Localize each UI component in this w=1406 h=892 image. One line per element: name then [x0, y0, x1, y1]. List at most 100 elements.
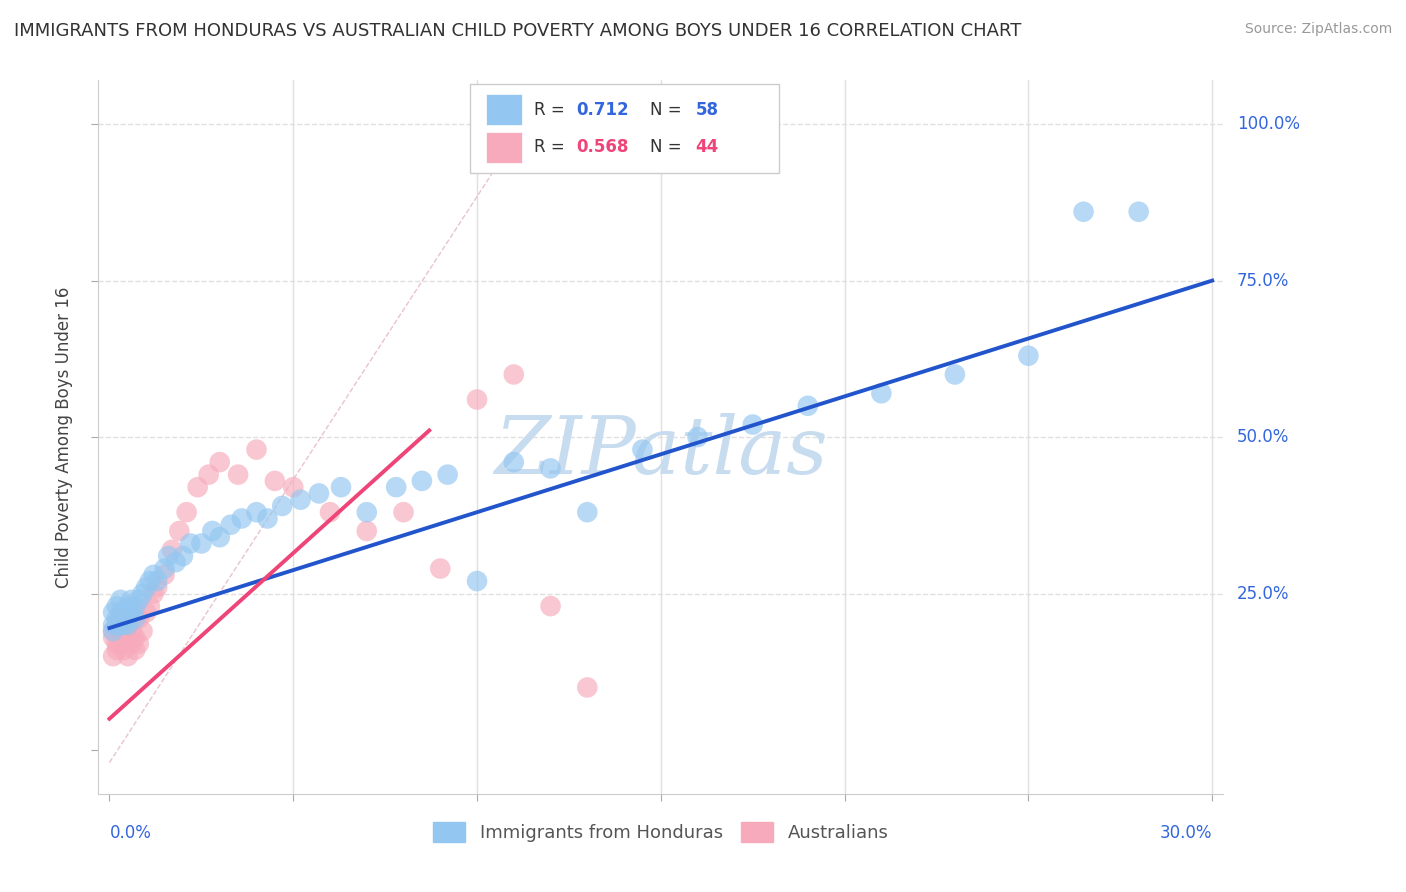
Point: [117, 612, 139, 626]
Text: N =: N =: [650, 138, 686, 156]
Point: [385, 480, 408, 494]
Point: [139, 599, 162, 613]
Point: [142, 586, 165, 600]
Point: [208, 530, 231, 544]
Point: [256, 511, 278, 525]
Point: [124, 643, 146, 657]
Legend: Immigrants from Honduras, Australians: Immigrants from Honduras, Australians: [426, 814, 896, 849]
Point: [110, 624, 132, 639]
Point: [117, 649, 139, 664]
Point: [101, 649, 124, 664]
Point: [686, 430, 709, 444]
Point: [870, 386, 893, 401]
Y-axis label: Child Poverty Among Boys Under 16: Child Poverty Among Boys Under 16: [55, 286, 73, 588]
Point: [135, 605, 157, 619]
Point: [631, 442, 654, 457]
Point: [1073, 204, 1095, 219]
Point: [124, 599, 146, 613]
Point: [110, 618, 132, 632]
Text: Source: ZipAtlas.com: Source: ZipAtlas.com: [1244, 22, 1392, 37]
Point: [153, 561, 176, 575]
Point: [112, 605, 135, 619]
Point: [179, 536, 201, 550]
Point: [117, 631, 139, 645]
Point: [176, 505, 198, 519]
Point: [201, 524, 224, 538]
Point: [797, 399, 820, 413]
Point: [308, 486, 330, 500]
Point: [465, 574, 488, 588]
Point: [117, 618, 139, 632]
Text: 25.0%: 25.0%: [1237, 584, 1289, 603]
Point: [135, 580, 157, 594]
Point: [330, 480, 353, 494]
Point: [271, 499, 294, 513]
Point: [576, 505, 599, 519]
Text: R =: R =: [534, 138, 569, 156]
Point: [160, 542, 183, 557]
Point: [105, 599, 128, 613]
Point: [112, 631, 135, 645]
Bar: [486, 94, 523, 125]
Point: [540, 599, 562, 613]
Point: [169, 524, 191, 538]
Text: N =: N =: [650, 101, 686, 119]
Point: [197, 467, 219, 482]
Point: [190, 536, 212, 550]
Point: [741, 417, 763, 432]
Point: [576, 681, 599, 695]
Point: [1017, 349, 1039, 363]
Point: [172, 549, 194, 563]
Point: [165, 555, 187, 569]
Point: [105, 618, 128, 632]
Point: [429, 561, 451, 575]
Text: 0.712: 0.712: [576, 101, 628, 119]
Point: [465, 392, 488, 407]
Point: [502, 368, 524, 382]
Point: [263, 474, 285, 488]
Text: 44: 44: [696, 138, 718, 156]
Point: [124, 612, 146, 626]
Point: [146, 580, 169, 594]
Text: 100.0%: 100.0%: [1237, 115, 1301, 133]
Point: [411, 474, 433, 488]
Point: [187, 480, 209, 494]
Point: [128, 612, 150, 626]
Point: [131, 586, 153, 600]
Point: [101, 618, 124, 632]
Point: [131, 624, 153, 639]
Point: [139, 574, 162, 588]
Point: [101, 631, 124, 645]
Point: [356, 524, 378, 538]
Bar: [486, 132, 523, 163]
Point: [1128, 204, 1150, 219]
Point: [540, 461, 562, 475]
Point: [101, 605, 124, 619]
Point: [245, 442, 267, 457]
Point: [121, 624, 143, 639]
Point: [436, 467, 458, 482]
Point: [392, 505, 415, 519]
Point: [231, 511, 253, 525]
Point: [105, 618, 128, 632]
Text: 58: 58: [696, 101, 718, 119]
Point: [128, 637, 150, 651]
Point: [117, 599, 139, 613]
Point: [121, 637, 143, 651]
Point: [283, 480, 305, 494]
Point: [101, 624, 124, 639]
Point: [110, 605, 132, 619]
Point: [110, 612, 132, 626]
Point: [124, 631, 146, 645]
Text: 0.568: 0.568: [576, 138, 628, 156]
Point: [245, 505, 267, 519]
Text: R =: R =: [534, 101, 569, 119]
Text: ZIPatlas: ZIPatlas: [494, 413, 828, 490]
FancyBboxPatch shape: [470, 84, 779, 173]
Text: 75.0%: 75.0%: [1237, 271, 1289, 290]
Point: [208, 455, 231, 469]
Point: [121, 605, 143, 619]
Point: [105, 612, 128, 626]
Point: [226, 467, 249, 482]
Point: [105, 637, 128, 651]
